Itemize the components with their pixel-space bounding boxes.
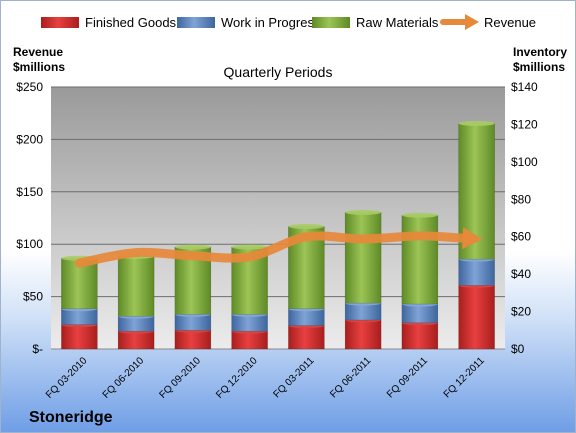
right-tick-label: $120 [511, 117, 538, 131]
x-axis-ticks: FQ 03-2010 FQ 06-2010 FQ 09-2010 FQ 12-2010… [44, 355, 487, 401]
right-tick-label: $100 [511, 155, 538, 169]
revenue-line [74, 227, 483, 268]
legend-label-work-in-progress: Work in Progress [221, 15, 321, 30]
bar-top-raw-materials [231, 244, 268, 250]
bar-work-in-progress [458, 258, 495, 286]
bar-raw-materials [344, 212, 382, 304]
right-tick-label: $140 [511, 80, 538, 94]
bar-finished-goods [174, 330, 212, 350]
bar-finished-goods [61, 324, 98, 350]
legend-label-raw-materials: Raw Materials [356, 15, 439, 30]
right-tick-label: $0 [511, 342, 525, 356]
left-tick-label: $150 [16, 185, 43, 199]
legend-label-finished-goods: Finished Goods [85, 15, 177, 30]
legend-swatch-raw-materials [312, 17, 350, 28]
bar-work-in-progress [288, 308, 325, 326]
x-tick-label: FQ 09-2010 [157, 355, 203, 401]
left-axis-title-line1: Revenue [13, 45, 63, 59]
legend-revenue-arrowhead [465, 14, 479, 30]
bar-work-in-progress [401, 303, 439, 324]
company-name: Stoneridge [29, 409, 113, 426]
bar-top-raw-materials [174, 244, 211, 250]
legend-swatch-finished-goods [41, 17, 79, 28]
bar-raw-materials [117, 256, 155, 317]
x-tick-label: FQ 03-2011 [272, 355, 317, 400]
bar-finished-goods [401, 322, 439, 350]
right-tick-label: $60 [511, 230, 531, 244]
bar-finished-goods [458, 285, 495, 350]
legend: Finished Goods Work in Progress Raw Mate… [41, 14, 536, 30]
right-axis-title-line2: $millions [513, 60, 565, 74]
bar-finished-goods [117, 330, 155, 350]
legend-swatch-work-in-progress [177, 17, 215, 28]
right-tick-label: $20 [511, 305, 531, 319]
bar-finished-goods [231, 330, 268, 350]
bar-work-in-progress [344, 302, 382, 321]
bar-finished-goods [288, 325, 325, 350]
x-tick-label: FQ 12-2010 [214, 355, 260, 401]
bar-work-in-progress [231, 314, 268, 332]
left-tick-label: $200 [16, 132, 43, 146]
revenue-arrowhead [462, 227, 483, 250]
chart-title: Quarterly Periods [224, 64, 333, 80]
left-axis-ticks: $- $50 $100 $150 $200 $250 [16, 80, 43, 356]
x-tick-label: FQ 06-2010 [101, 355, 147, 401]
right-axis-ticks: $0 $20 $40 $60 $80 $100 $120 $140 [511, 80, 538, 356]
bar-top-raw-materials [345, 209, 382, 215]
right-axis-title-line1: Inventory [513, 45, 567, 59]
bar-finished-goods [344, 319, 382, 350]
x-tick-label: FQ 12-2011 [442, 355, 487, 400]
bar-top-raw-materials [458, 120, 495, 126]
revenue-line-path [74, 231, 470, 268]
legend-label-revenue: Revenue [484, 15, 536, 30]
bar-top-raw-materials [288, 223, 325, 229]
left-tick-label: $250 [16, 80, 43, 94]
left-tick-label: $100 [16, 237, 43, 251]
left-tick-label: $50 [23, 290, 43, 304]
bar-top-raw-materials [401, 212, 438, 218]
x-tick-label: FQ 06-2011 [328, 355, 373, 400]
x-tick-label: FQ 09-2011 [385, 355, 430, 400]
bar-raw-materials [401, 214, 439, 305]
right-tick-label: $80 [511, 192, 531, 206]
x-tick-label: FQ 03-2010 [44, 355, 90, 401]
left-tick-label: $- [32, 342, 43, 356]
right-tick-label: $40 [511, 267, 531, 281]
left-axis-title-line2: $millions [13, 60, 65, 74]
